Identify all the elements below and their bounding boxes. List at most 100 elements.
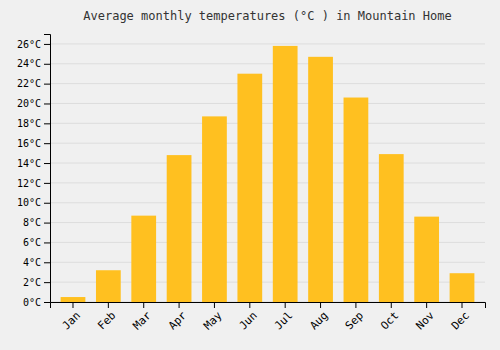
chart: Average monthly temperatures (°C ) in Mo… xyxy=(0,0,500,350)
x-tick-label: Dec xyxy=(449,309,472,332)
x-axis: Jan Feb Mar Apr May Jun Jul Aug Sep Oct Nov Dec xyxy=(51,302,486,332)
x-tick: Oct xyxy=(378,302,401,332)
y-tick-mark xyxy=(44,143,50,144)
grid-line xyxy=(50,182,485,183)
x-tick-label: Jul xyxy=(272,309,295,332)
x-tick-mark xyxy=(143,302,144,308)
grid-line xyxy=(50,63,485,64)
y-tick-mark xyxy=(44,262,50,263)
bar xyxy=(202,116,227,302)
x-tick-mark xyxy=(108,302,109,308)
plot: Jan Feb Mar Apr May Jun Jul Aug Sep Oct Nov Dec 0°C 2… xyxy=(17,35,486,333)
bar xyxy=(273,46,298,302)
bar xyxy=(96,270,121,302)
y-tick-label: 6°C xyxy=(23,237,41,248)
x-tick: Feb xyxy=(95,302,118,332)
grid-line xyxy=(50,83,485,84)
y-tick-mark xyxy=(44,183,50,184)
x-tick: Nov xyxy=(413,302,437,332)
x-tick-label: Nov xyxy=(413,309,437,333)
y-tick-mark xyxy=(44,302,50,303)
y-tick: 8°C xyxy=(23,217,50,228)
grid-line xyxy=(50,43,485,44)
x-tick-mark xyxy=(249,302,250,308)
grid-line xyxy=(50,123,485,124)
y-tick-label: 8°C xyxy=(23,217,41,228)
y-tick: 20°C xyxy=(17,98,50,109)
x-tick: May xyxy=(201,302,225,332)
y-tick: 18°C xyxy=(17,118,50,129)
x-tick-mark xyxy=(320,302,321,308)
x-tick-label: Apr xyxy=(166,309,190,333)
x-tick-label: May xyxy=(201,309,225,333)
y-tick-label: 14°C xyxy=(17,158,41,169)
x-axis-line xyxy=(51,303,486,309)
x-tick-mark xyxy=(462,302,463,308)
y-tick-mark xyxy=(44,123,50,124)
x-tick-label: Jan xyxy=(60,309,83,332)
bar xyxy=(237,74,262,302)
y-tick-label: 2°C xyxy=(23,277,41,288)
bar xyxy=(131,216,156,302)
y-tick: 4°C xyxy=(23,257,50,268)
y-tick: 16°C xyxy=(17,138,50,149)
y-tick-mark xyxy=(44,44,50,45)
y-tick: 14°C xyxy=(17,158,50,169)
x-tick-label: Jun xyxy=(237,309,260,332)
grid-line xyxy=(50,163,485,164)
x-tick: Dec xyxy=(449,302,472,332)
bar xyxy=(450,273,475,302)
y-tick-label: 20°C xyxy=(17,98,41,109)
y-tick-label: 12°C xyxy=(17,178,41,189)
x-tick-mark xyxy=(72,302,73,308)
y-tick-label: 4°C xyxy=(23,257,41,268)
y-tick: 12°C xyxy=(17,178,50,189)
x-tick: Aug xyxy=(307,302,330,332)
y-tick-label: 24°C xyxy=(17,58,41,69)
y-tick: 26°C xyxy=(17,39,50,50)
x-tick: Mar xyxy=(131,302,155,332)
x-tick-label: Sep xyxy=(343,309,366,332)
y-tick-mark xyxy=(44,282,50,283)
bar xyxy=(344,98,369,302)
y-tick-label: 18°C xyxy=(17,118,41,129)
y-tick-mark xyxy=(44,84,50,85)
x-tick-mark xyxy=(214,302,215,308)
x-tick-mark xyxy=(355,302,356,308)
x-tick-mark xyxy=(179,302,180,308)
x-tick-mark xyxy=(426,302,427,308)
bar xyxy=(414,217,439,302)
grid-line xyxy=(50,202,485,203)
bar xyxy=(167,155,192,302)
grid xyxy=(50,44,485,302)
y-tick: 0°C xyxy=(23,297,50,308)
y-tick: 22°C xyxy=(17,78,50,89)
x-tick-label: Mar xyxy=(131,309,155,333)
bar xyxy=(308,57,333,302)
x-tick-label: Feb xyxy=(95,309,118,332)
x-tick: Jun xyxy=(237,302,260,332)
y-tick-label: 10°C xyxy=(17,197,41,208)
y-tick-label: 0°C xyxy=(23,297,41,308)
y-tick-mark xyxy=(44,103,50,104)
y-tick: 2°C xyxy=(23,277,50,288)
y-tick-mark xyxy=(44,203,50,204)
bar xyxy=(61,297,86,302)
x-tick-mark xyxy=(391,302,392,308)
x-tick-label: Oct xyxy=(378,309,401,332)
y-tick-label: 22°C xyxy=(17,78,41,89)
y-tick-label: 16°C xyxy=(17,138,41,149)
x-tick: Apr xyxy=(166,302,190,332)
title: Average monthly temperatures (°C ) in Mo… xyxy=(83,9,451,23)
x-tick: Jul xyxy=(272,302,295,332)
x-tick: Jan xyxy=(60,302,83,332)
grid-line xyxy=(50,103,485,104)
y-tick-mark xyxy=(44,64,50,65)
x-tick-mark xyxy=(285,302,286,308)
y-tick: 24°C xyxy=(17,58,50,69)
y-axis: 0°C 2°C 4°C 6°C 8°C 10°C 12°C 14°C 16°C 18°C 20°C 2… xyxy=(17,35,51,308)
y-tick-mark xyxy=(44,163,50,164)
grid-line xyxy=(50,143,485,144)
y-tick-mark xyxy=(44,242,50,243)
y-tick: 10°C xyxy=(17,197,50,208)
